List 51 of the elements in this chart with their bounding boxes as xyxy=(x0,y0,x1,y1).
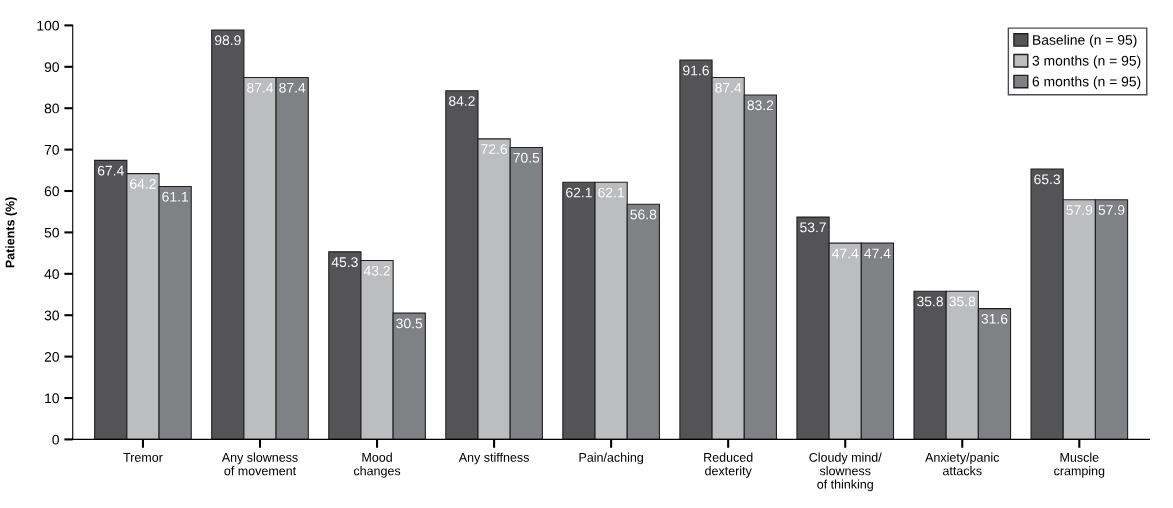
data-label: 56.8 xyxy=(630,209,657,220)
legend-label: 6 months (n = 95) xyxy=(1032,76,1141,90)
y-tick-label: 30 xyxy=(44,310,59,321)
data-label: 62.1 xyxy=(566,187,592,198)
data-label: 64.2 xyxy=(130,178,156,189)
data-label: 47.4 xyxy=(864,248,891,259)
data-label: 43.2 xyxy=(363,265,390,276)
x-tick-label: Muscle cramping xyxy=(1054,452,1105,478)
x-tick-label: Mood changes xyxy=(353,452,401,478)
data-label: 87.4 xyxy=(279,82,306,93)
y-tick-label: 20 xyxy=(44,351,59,362)
data-label: 65.3 xyxy=(1034,174,1061,185)
x-tick-label: Anxiety/panic attacks xyxy=(925,452,1000,476)
x-tick-label: Any slowness of movement xyxy=(221,452,298,476)
data-label: 45.3 xyxy=(331,257,358,268)
data-label: 53.7 xyxy=(800,222,826,233)
x-tick-label: Cloudy mind/ slowness of thinking xyxy=(809,452,882,492)
y-tick-label: 40 xyxy=(44,269,59,279)
data-label: 98.9 xyxy=(214,35,241,46)
data-label: 57.9 xyxy=(1066,205,1093,215)
data-label: 87.4 xyxy=(715,82,742,93)
x-tick-label: Any stiffness xyxy=(458,452,529,465)
data-label: 67.4 xyxy=(97,165,124,176)
x-tick-label: Pain/aching xyxy=(579,452,643,465)
data-label: 83.2 xyxy=(747,100,774,111)
data-label: 47.4 xyxy=(832,248,859,259)
data-label: 57.9 xyxy=(1098,205,1125,215)
legend-label: Baseline (n = 95) xyxy=(1033,34,1137,48)
data-label: 35.8 xyxy=(949,296,976,307)
y-tick-label: 60 xyxy=(44,186,59,197)
data-label: 91.6 xyxy=(683,65,709,76)
data-label: 35.8 xyxy=(917,296,943,307)
y-tick-label: 0 xyxy=(52,434,59,445)
y-tick-label: 100 xyxy=(37,20,59,31)
y-tick-label: 10 xyxy=(45,393,59,404)
data-label: 30.5 xyxy=(396,318,423,329)
data-label: 70.5 xyxy=(513,152,540,163)
y-tick-label: 80 xyxy=(44,103,59,114)
data-label: 84.2 xyxy=(448,96,475,106)
data-label: 31.6 xyxy=(981,313,1008,324)
data-label: 87.4 xyxy=(247,82,274,93)
y-axis-title: Patients (%) xyxy=(5,197,17,268)
data-label: 62.1 xyxy=(598,187,624,198)
y-tick-label: 70 xyxy=(44,144,59,155)
y-tick-label: 50 xyxy=(44,227,59,238)
data-label: 72.6 xyxy=(481,144,507,155)
x-tick-label: Tremor xyxy=(123,453,163,462)
y-tick-label: 90 xyxy=(44,62,59,72)
x-tick-label: Reduced dexterity xyxy=(704,452,753,478)
data-label: 61.1 xyxy=(162,191,188,202)
legend-label: 3 months (n = 95) xyxy=(1032,55,1141,69)
